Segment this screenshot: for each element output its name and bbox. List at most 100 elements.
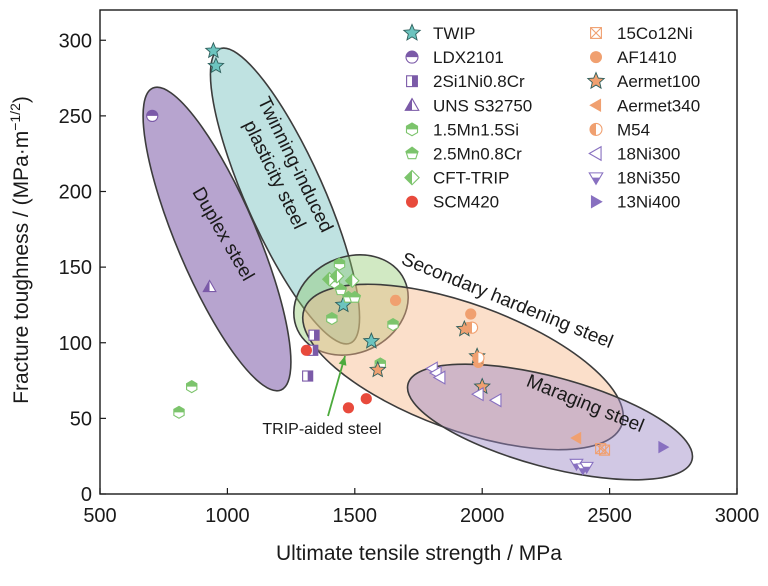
legend-item-aermet340: Aermet340 (589, 96, 700, 115)
data-point (472, 351, 485, 365)
annotation-arrow (327, 355, 346, 417)
data-point (488, 392, 502, 408)
data-point (186, 380, 198, 394)
legend-marker (404, 97, 420, 111)
data-point (465, 308, 477, 320)
series-ldx2101 (146, 109, 159, 123)
data-point (300, 344, 312, 356)
data-point (204, 41, 223, 59)
data-point (207, 56, 225, 74)
data-point (348, 290, 362, 303)
annotation-arrowhead (338, 356, 347, 366)
data-point (302, 370, 314, 382)
series-scm420 (300, 344, 372, 414)
annotation-layer: TRIP-aided steel (262, 355, 382, 438)
legend-marker (590, 194, 603, 209)
x-axis-title: Ultimate tensile strength / MPa (276, 542, 562, 565)
legend-marker (404, 169, 420, 186)
legend-label: 2Si1Ni0.8Cr (433, 72, 525, 91)
series-m54 (465, 321, 485, 365)
legend-label: 15Co12Ni (617, 24, 693, 43)
y-tick-label: 0 (81, 484, 92, 506)
legend-label: 1.5Mn1.5Si (433, 120, 519, 139)
legend-marker (405, 122, 419, 137)
legend-marker (405, 50, 419, 64)
legend-label: AF1410 (617, 48, 677, 67)
data-point (344, 273, 360, 289)
legend-marker (590, 51, 602, 64)
legend-label: LDX2101 (433, 48, 504, 67)
data-point (334, 283, 348, 296)
y-tick-label: 200 (59, 182, 92, 204)
y-axis-title-exponent: −1/2 (7, 103, 23, 131)
x-tick-label: 500 (83, 505, 116, 527)
y-axis-title: Fracture toughness / (MPa·m−1/2) (7, 96, 33, 404)
series-aermet340 (570, 431, 582, 445)
y-tick-label: 100 (59, 333, 92, 355)
y-tick-label: 150 (59, 257, 92, 279)
data-point (308, 329, 320, 341)
legend-label: CFT-TRIP (433, 169, 510, 188)
legend-label: 18Ni350 (617, 169, 680, 188)
x-tick-label: 2500 (587, 505, 632, 527)
y-tick-label: 250 (59, 106, 92, 128)
data-point (333, 257, 346, 271)
legend-marker (405, 146, 419, 160)
data-point (432, 370, 446, 385)
data-point (342, 402, 355, 414)
data-point (326, 311, 338, 326)
legend-item-15co12ni: 15Co12Ni (590, 24, 693, 43)
legend-item-aermet100: Aermet100 (586, 71, 700, 91)
data-point (360, 393, 372, 405)
legend-label: M54 (617, 120, 650, 139)
series-2si1ni0-8cr (302, 329, 320, 382)
data-point (598, 444, 611, 456)
legend-label: Aermet100 (617, 72, 700, 91)
data-point (470, 386, 484, 402)
data-point (387, 318, 399, 332)
legend-marker (406, 195, 418, 208)
legend-marker (586, 71, 606, 90)
data-point (146, 109, 159, 123)
legend: TWIP LDX2101 2Si1Ni0.8Cr UNS S32750 1.5Mn1.5… (402, 23, 700, 212)
legend-item-ldx2101: LDX2101 (405, 48, 504, 67)
region-layer (142, 47, 694, 481)
series-uns-s32750 (202, 279, 217, 293)
data-point (329, 268, 345, 284)
legend-item-18ni350: 18Ni350 (588, 169, 680, 188)
legend-item-uns-s32750: UNS S32750 (404, 96, 532, 115)
y-axis-title-close: ) (10, 96, 33, 103)
y-tick-label: 300 (59, 30, 92, 52)
series-18ni350 (569, 458, 594, 476)
legend-label: Aermet340 (617, 96, 700, 115)
legend-item-2si1ni0-8cr: 2Si1Ni0.8Cr (406, 72, 525, 91)
legend-item-13ni400: 13Ni400 (590, 193, 680, 212)
y-axis-title-main: Fracture toughness / (MPa·m (10, 131, 33, 404)
region-trip-aided-steel (293, 254, 409, 356)
series-13ni400 (658, 440, 670, 454)
series-cft-trip (321, 268, 360, 289)
legend-item-18ni300: 18Ni300 (588, 145, 680, 164)
data-point (570, 431, 582, 445)
series-18ni300 (425, 361, 502, 408)
plot-frame (99, 9, 738, 495)
series-15co12ni (595, 443, 611, 456)
data-point (173, 405, 185, 419)
data-point (658, 440, 670, 454)
legend-label: SCM420 (433, 193, 499, 212)
y-tick-label: 50 (70, 408, 92, 430)
axes: 500 1000 1500 2000 2500 3000 0 50 100 150 200 250 30… (59, 9, 760, 527)
legend-label: TWIP (433, 24, 476, 43)
legend-marker (402, 23, 422, 41)
legend-label: 13Ni400 (617, 193, 680, 212)
legend-item-m54: M54 (589, 120, 650, 139)
point-layer (146, 41, 670, 476)
legend-item-cft-trip: CFT-TRIP (404, 169, 510, 188)
data-point (202, 279, 217, 293)
data-point (579, 461, 594, 475)
legend-marker (406, 75, 418, 88)
legend-marker (590, 27, 602, 39)
legend-item-twip: TWIP (402, 23, 476, 43)
x-tick-label: 3000 (715, 505, 760, 527)
